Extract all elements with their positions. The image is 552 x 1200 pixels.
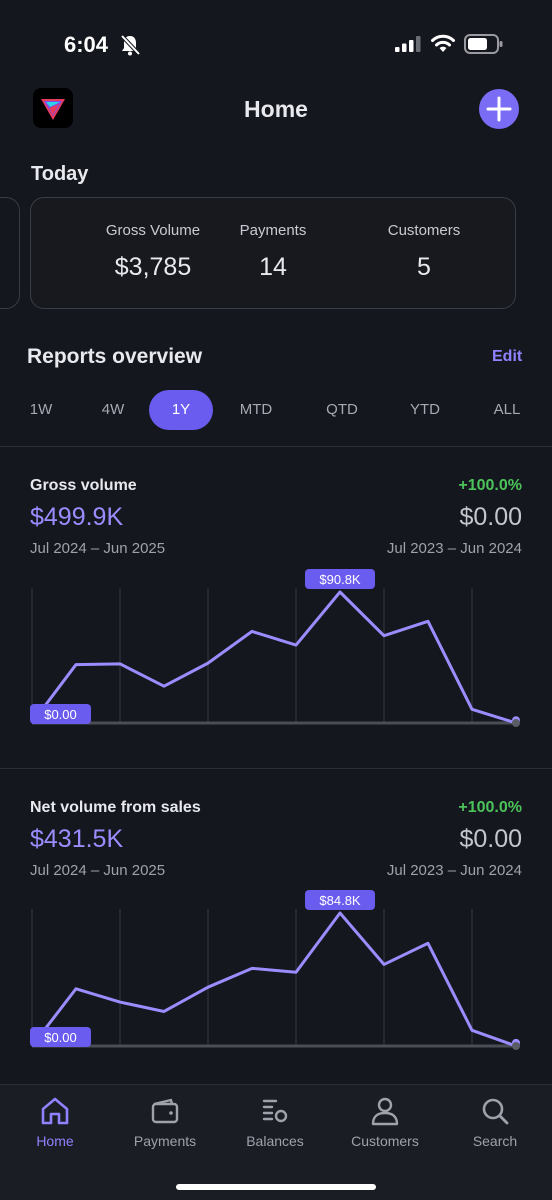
tab-search[interactable]: Search <box>440 1095 550 1149</box>
start-label: $0.00 <box>30 704 91 724</box>
baseline-end-point <box>512 719 520 727</box>
stat-value: 14 <box>259 253 287 281</box>
plus-icon <box>486 96 512 122</box>
tab-label: Search <box>472 1133 518 1149</box>
series-line <box>30 911 517 1048</box>
logo-icon <box>41 99 65 120</box>
start-label-bg <box>30 704 91 724</box>
edit-button[interactable]: Edit <box>492 348 523 365</box>
chart-period: Jul 2024 – Jun 2025 <box>30 862 166 879</box>
range-tabs: 1W 4W 1Y MTD QTD YTD ALL <box>0 390 552 430</box>
chart-change: +100.0% <box>458 799 522 816</box>
start-label: $0.00 <box>30 1027 91 1047</box>
person-icon <box>371 1097 399 1126</box>
status-time: 6:04 <box>64 32 109 57</box>
status-bar: 6:04 <box>0 0 552 90</box>
battery-icon <box>464 34 503 54</box>
tab-label: Balances <box>246 1133 304 1149</box>
range-tab-ytd[interactable]: YTD <box>410 401 440 418</box>
chart-prev-value: $0.00 <box>459 825 522 853</box>
chart-value: $499.9K <box>30 503 124 531</box>
nav-header: Home <box>0 88 552 132</box>
stat-label: Gross Volume <box>105 222 201 239</box>
stat-value: $3,785 <box>114 253 192 281</box>
add-button[interactable] <box>479 89 519 129</box>
home-icon <box>41 1097 69 1125</box>
bell-slash-icon <box>120 34 140 56</box>
tab-label: Customers <box>351 1133 419 1149</box>
chart-change: +100.0% <box>458 477 522 494</box>
today-label: Today <box>31 163 89 185</box>
gross-volume-chart: $90.8K $0.00 <box>30 569 520 727</box>
start-label-text: $0.00 <box>44 707 77 722</box>
stat-label: Payments <box>239 222 307 239</box>
tab-home[interactable]: Home <box>0 1095 110 1149</box>
peak-label-bg <box>305 569 375 589</box>
stat-gross-volume: Gross Volume $3,785 <box>78 222 228 282</box>
range-tab-mtd[interactable]: MTD <box>239 401 273 418</box>
page-title: Home <box>244 96 308 122</box>
chart-value: $431.5K <box>30 825 124 853</box>
tab-customers[interactable]: Customers <box>330 1095 440 1149</box>
baseline-end-point <box>512 1042 520 1050</box>
reports-title: Reports overview <box>27 345 203 368</box>
peak-label: $84.8K <box>305 890 375 910</box>
peak-label-text: $84.8K <box>319 893 361 908</box>
wifi-icon <box>431 34 455 52</box>
balances-icon <box>262 1099 288 1123</box>
chart-period: Jul 2024 – Jun 2025 <box>30 540 166 557</box>
stat-payments: Payments 14 <box>198 222 348 282</box>
tab-balances[interactable]: Balances <box>220 1095 330 1149</box>
chart-title: Gross volume <box>30 477 137 494</box>
stat-customers: Customers 5 <box>349 222 499 282</box>
range-tab-1y[interactable]: 1Y <box>149 390 213 430</box>
range-tab-all[interactable]: ALL <box>493 401 521 418</box>
chart-prev-period: Jul 2023 – Jun 2024 <box>386 540 522 557</box>
peak-label: $90.8K <box>305 569 375 589</box>
tab-payments[interactable]: Payments <box>110 1095 220 1149</box>
chart-prev-period: Jul 2023 – Jun 2024 <box>386 862 522 879</box>
signal-icon <box>395 36 421 52</box>
start-label-bg <box>30 1027 91 1047</box>
wallet-icon <box>151 1098 179 1124</box>
divider <box>0 768 552 769</box>
chart-title: Net volume from sales <box>30 799 201 816</box>
tab-bar: Home Payments Balances Customers Sea <box>0 1084 552 1200</box>
tab-label: Payments <box>133 1133 197 1149</box>
net-volume-chart: $84.8K $0.00 <box>30 890 520 1050</box>
chart-prev-value: $0.00 <box>459 503 522 531</box>
today-summary-card[interactable]: Gross Volume $3,785 Payments 14 Customer… <box>30 197 516 309</box>
stat-value: 5 <box>417 253 431 281</box>
stat-label: Customers <box>387 222 461 239</box>
app-logo[interactable] <box>33 88 73 128</box>
start-label-text: $0.00 <box>44 1030 77 1045</box>
range-tab-1w[interactable]: 1W <box>29 401 53 418</box>
tab-label: Home <box>36 1133 74 1149</box>
search-icon <box>482 1098 509 1125</box>
series-line <box>30 590 517 725</box>
range-tab-qtd[interactable]: QTD <box>326 401 358 418</box>
home-indicator <box>176 1184 376 1190</box>
divider <box>0 446 552 447</box>
peak-label-bg <box>305 890 375 910</box>
previous-card-edge[interactable] <box>0 197 20 309</box>
range-tab-4w[interactable]: 4W <box>101 401 125 418</box>
peak-label-text: $90.8K <box>319 572 361 587</box>
